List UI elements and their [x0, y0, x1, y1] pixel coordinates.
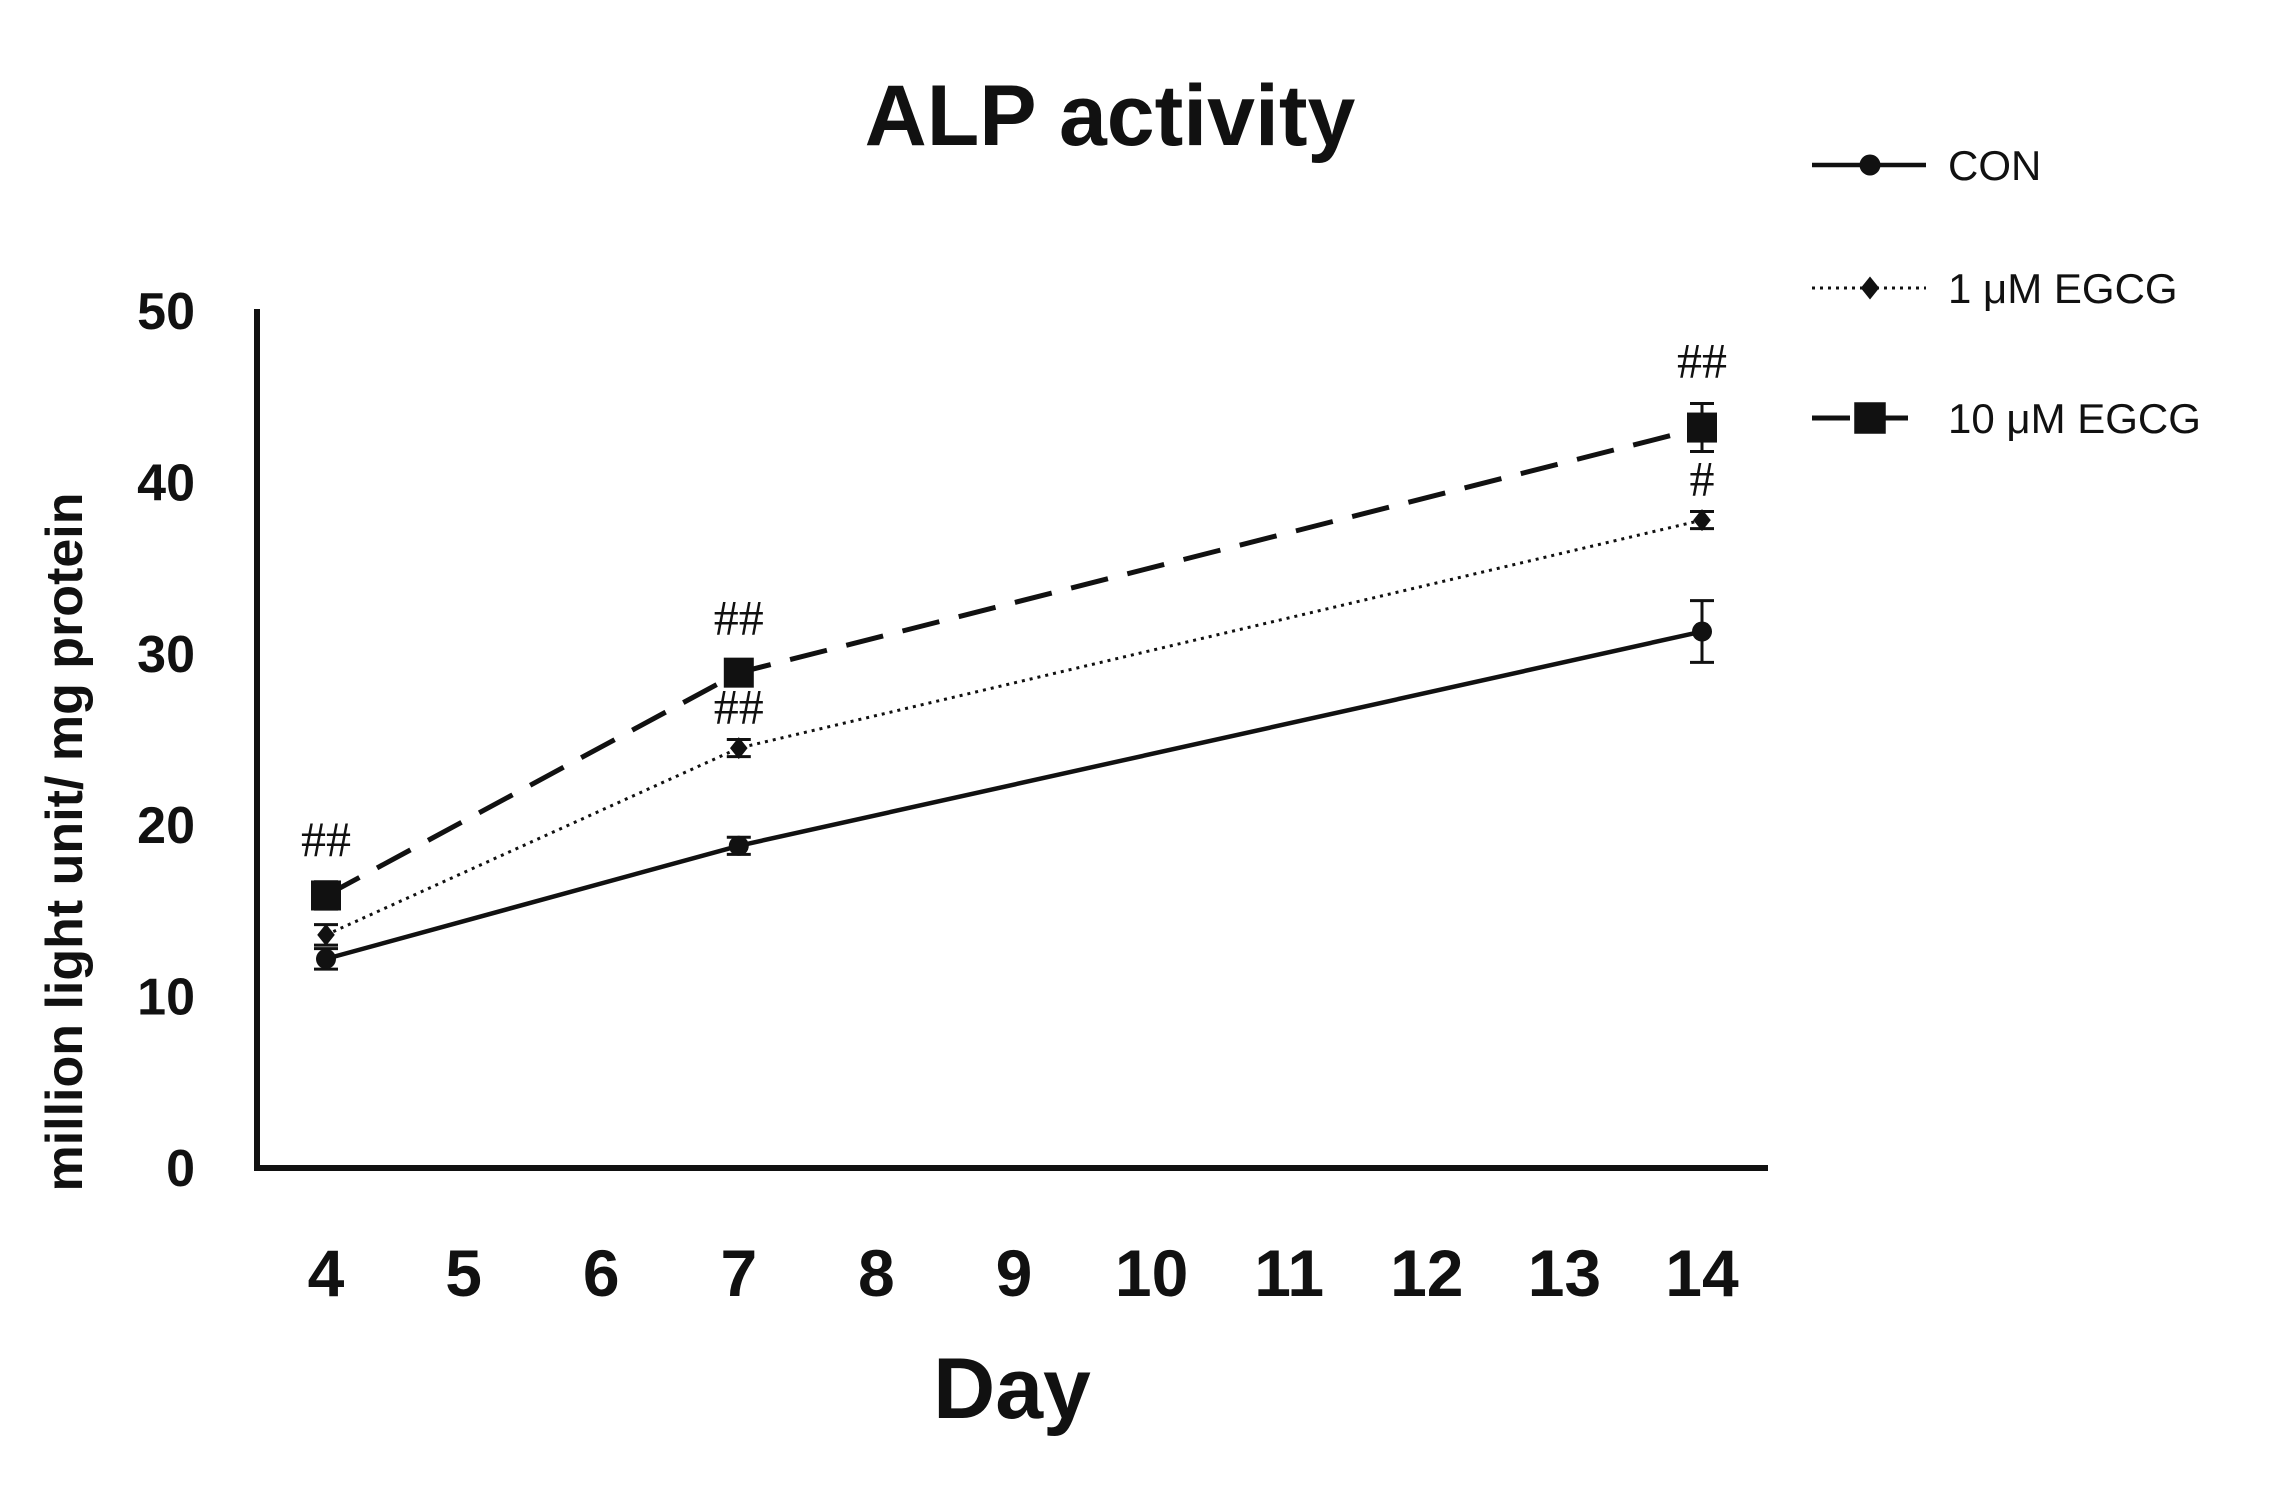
y-tick-label: 0: [166, 1140, 195, 1198]
x-tick-label: 8: [858, 1236, 895, 1310]
y-tick-label: 10: [137, 969, 195, 1027]
data-point: [1692, 621, 1712, 642]
data-point: [730, 737, 748, 760]
y-tick-group: 0 10 20 30 40 50: [137, 283, 195, 1198]
x-tick-label: 13: [1528, 1236, 1601, 1310]
y-tick-label: 50: [137, 283, 195, 341]
legend-label: 1 μM EGCG: [1948, 265, 2178, 312]
significance-label: #: [1690, 451, 1715, 507]
y-tick-label: 20: [137, 797, 195, 855]
legend-label: 10 μM EGCG: [1948, 395, 2201, 442]
series-line-3: [324, 425, 1703, 898]
y-axis-label: million light unit/ mg protein: [36, 492, 94, 1191]
x-axis-label: Day: [933, 1341, 1091, 1437]
data-point: [311, 880, 341, 911]
x-tick-label: 7: [720, 1236, 757, 1310]
data-point: [317, 923, 335, 946]
legend-marker: [1860, 276, 1880, 300]
x-tick-label: 9: [996, 1236, 1033, 1310]
series-group: #########: [301, 333, 1727, 971]
legend-marker: [1859, 154, 1881, 176]
y-tick-label: 30: [137, 626, 195, 684]
significance-label: ##: [301, 811, 351, 867]
data-point: [723, 657, 754, 688]
legend: CON 1 μM EGCG 10 μM EGCG: [1812, 142, 2201, 442]
data-point: [316, 948, 336, 969]
series-line-1: [325, 629, 1703, 962]
significance-label: ##: [714, 679, 764, 735]
x-tick-label: 11: [1254, 1236, 1324, 1310]
significance-label: ##: [1677, 333, 1727, 389]
x-tick-label: 6: [583, 1236, 620, 1310]
significance-label: ##: [714, 590, 764, 646]
x-tick-label: 4: [308, 1236, 345, 1310]
series-line-2: [325, 518, 1703, 937]
x-tick-label: 12: [1390, 1236, 1463, 1310]
chart-title: ALP activity: [865, 68, 1356, 164]
data-point: [1693, 509, 1711, 532]
x-tick-group: 4 5 6 7 8 9 10 11 12 13 14: [308, 1236, 1739, 1310]
y-tick-label: 40: [137, 454, 195, 512]
x-tick-label: 10: [1115, 1236, 1188, 1310]
data-point: [728, 835, 749, 856]
legend-label: CON: [1948, 142, 2041, 189]
x-tick-label: 14: [1665, 1236, 1739, 1310]
data-point: [1687, 412, 1717, 443]
x-tick-label: 5: [445, 1236, 482, 1310]
legend-marker: [1854, 402, 1886, 434]
